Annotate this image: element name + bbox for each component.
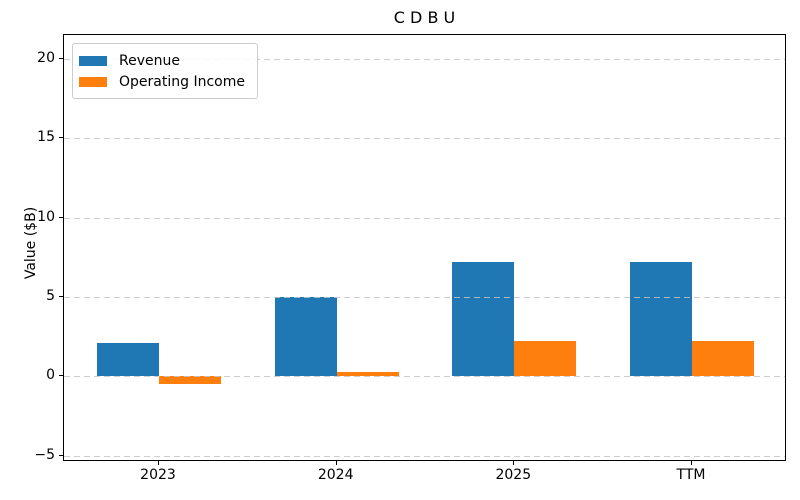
bar-operating-income-2024: [336, 371, 399, 377]
gridline-y--5: [64, 455, 785, 457]
y-tick-mark: [59, 57, 63, 59]
x-tick-label-2025: 2025: [495, 467, 532, 483]
gridline-y-10: [64, 217, 785, 219]
gridline-y-15: [64, 138, 785, 140]
gridline-y-20: [64, 58, 785, 60]
y-tick-mark: [59, 295, 63, 297]
bar-revenue-2024: [274, 296, 337, 377]
x-tick-label-2023: 2023: [140, 467, 176, 483]
bar-operating-income-2023: [159, 376, 222, 385]
plot-area: [63, 34, 786, 461]
y-tick-mark: [59, 375, 63, 377]
y-tick-label: 20: [37, 49, 55, 66]
y-tick-mark: [59, 137, 63, 139]
x-tick-mark: [158, 461, 159, 465]
revenue-swatch-icon: [79, 55, 107, 66]
y-tick-label: 0: [46, 367, 55, 384]
x-tick-mark: [335, 461, 337, 465]
y-tick-mark: [59, 454, 63, 456]
legend-item-operating-income: Operating Income: [79, 71, 245, 92]
gridline-y-5: [64, 296, 785, 298]
x-tick-label-2024: 2024: [317, 467, 354, 483]
x-tick-mark: [513, 461, 515, 465]
operating-income-swatch-icon: [79, 76, 107, 87]
y-tick-mark: [59, 216, 63, 218]
legend-label-operating-income: Operating Income: [119, 73, 245, 90]
bar-revenue-ttm: [629, 262, 692, 377]
bar-revenue-2023: [96, 342, 160, 377]
x-tick-label-ttm: TTM: [676, 467, 706, 483]
bar-revenue-2025: [452, 262, 515, 377]
gridline-y-0: [64, 376, 785, 378]
legend-label-revenue: Revenue: [119, 52, 180, 69]
legend-item-revenue: Revenue: [79, 50, 245, 71]
y-tick-label: 5: [46, 287, 55, 304]
bar-operating-income-2025: [514, 341, 577, 377]
y-tick-label: −5: [34, 446, 55, 463]
bar-operating-income-ttm: [692, 341, 755, 377]
legend: Revenue Operating Income: [72, 43, 258, 99]
x-tick-mark: [691, 461, 692, 465]
y-tick-label: 10: [37, 208, 55, 225]
y-tick-label: 15: [37, 129, 55, 146]
chart-title: C D B U: [393, 8, 456, 27]
